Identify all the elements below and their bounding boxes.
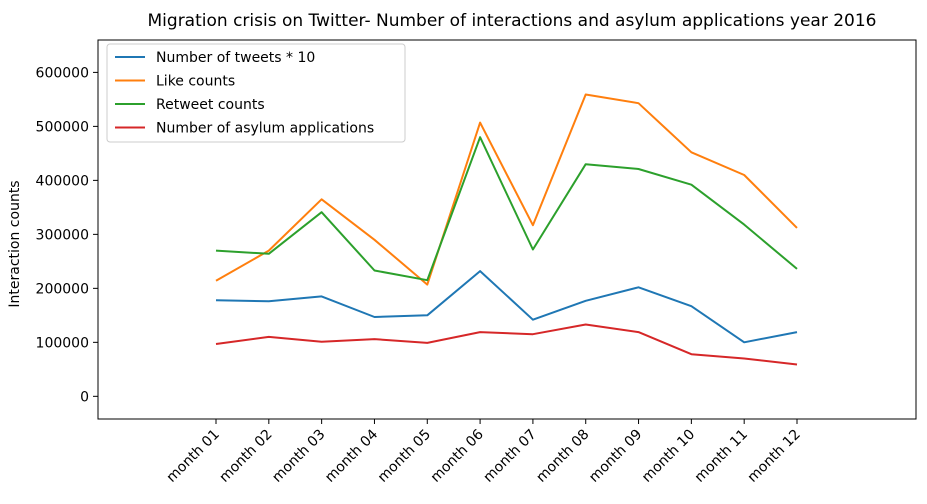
x-tick-label: month 05 [375, 427, 434, 486]
y-tick-label: 100000 [36, 335, 89, 351]
y-tick-label: 400000 [36, 173, 89, 189]
legend-box [106, 43, 406, 143]
legend-label: Retweet counts [156, 97, 265, 113]
plot-frame [97, 39, 917, 420]
chart-title: Migration crisis on Twitter- Number of i… [148, 11, 877, 31]
series-line-4 [215, 323, 798, 366]
axes [97, 39, 917, 420]
x-tick-label: month 09 [586, 427, 645, 486]
x-tick-label: month 06 [428, 426, 487, 485]
x-tick-label: month 01 [164, 427, 223, 486]
series-lines [215, 93, 798, 366]
series-line-1 [215, 270, 798, 344]
y-tick-label: 500000 [36, 119, 89, 135]
x-tick-label: month 03 [269, 427, 328, 486]
x-tick-label: month 02 [216, 427, 275, 486]
x-tick-label: month 10 [639, 427, 698, 486]
legend: Number of tweets * 10 Like counts Retweet … [106, 43, 406, 143]
x-tick-label: month 12 [745, 427, 804, 486]
x-tick-label: month 11 [692, 427, 751, 486]
x-tick-label: month 04 [322, 426, 381, 485]
legend-label: Number of asylum applications [156, 121, 374, 137]
y-axis-label: Interaction counts [7, 180, 23, 307]
y-tick-label: 0 [80, 389, 89, 405]
legend-label: Like counts [156, 74, 235, 90]
y-tick-label: 300000 [36, 227, 89, 243]
series-line-3 [215, 136, 798, 282]
x-tick-label: month 07 [481, 427, 540, 486]
legend-label: Number of tweets * 10 [156, 50, 315, 66]
series-line-2 [215, 93, 798, 286]
y-tick-label: 200000 [36, 281, 89, 297]
y-tick-label: 600000 [36, 65, 89, 81]
x-tick-label: month 08 [533, 427, 592, 486]
